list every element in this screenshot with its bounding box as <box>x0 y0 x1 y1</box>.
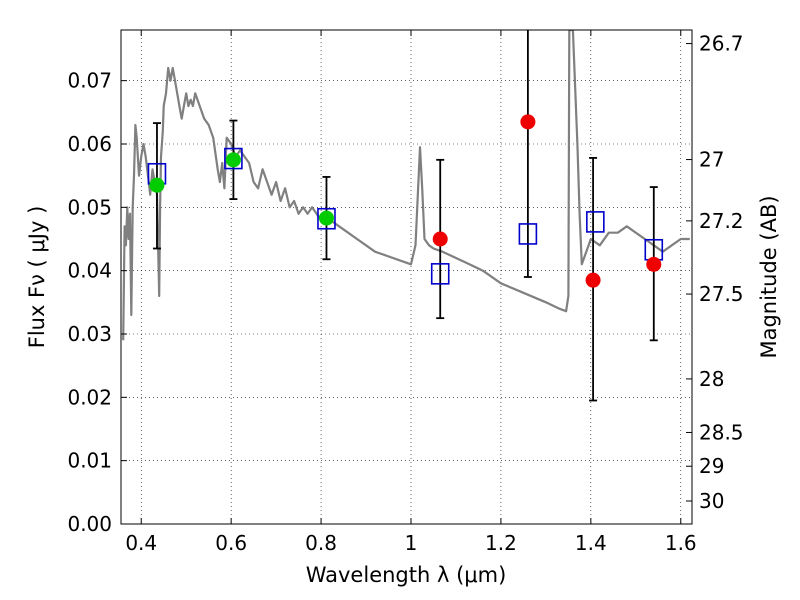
x-tick-label: 1.2 <box>485 531 517 555</box>
y-tick-label: 0.04 <box>67 259 112 283</box>
y2-tick-label: 28.5 <box>699 420 744 444</box>
x-tick-label: 0.4 <box>125 531 157 555</box>
model-flux-square <box>317 207 336 230</box>
plot-frame <box>120 29 693 525</box>
y2-tick-label: 27.2 <box>699 209 744 233</box>
model-flux-square <box>224 147 243 170</box>
y-tick-label: 0.01 <box>67 449 112 473</box>
y-tick-label: 0.05 <box>67 195 112 219</box>
y-axis-label: Flux Fν ( μJy ) <box>25 206 49 349</box>
green-observed-point <box>318 210 334 226</box>
axis-ticks: 0.4 0.6 0.8 1 1.2 1.4 1.6 0.00 0.01 0.02 0.03 0.04 0… <box>67 30 744 555</box>
y-tick-label: 0.02 <box>67 385 112 409</box>
y2-tick-label: 28 <box>699 367 724 391</box>
x-tick-label: 1.6 <box>665 531 697 555</box>
y-tick-label: 0.03 <box>67 322 112 346</box>
red-observed-point <box>432 231 448 247</box>
x-tick-label: 0.6 <box>215 531 247 555</box>
x-tick-label: 1.4 <box>575 531 607 555</box>
y2-tick-label: 29 <box>699 454 724 478</box>
model-flux-square <box>586 211 605 233</box>
model-flux-square <box>518 223 538 245</box>
sed-model-line <box>122 30 690 341</box>
model-flux-square <box>430 263 450 285</box>
x-tick-label: 0.8 <box>305 531 337 555</box>
y2-tick-label: 26.7 <box>699 32 744 56</box>
y2-tick-label: 27 <box>699 148 724 172</box>
grid-lines <box>121 30 692 524</box>
y-tick-label: 0.00 <box>67 512 112 536</box>
y2-tick-label: 27.5 <box>699 282 744 306</box>
y2-tick-label: 30 <box>699 489 724 513</box>
green-observed-point <box>149 177 165 193</box>
y-tick-label: 0.06 <box>67 132 112 156</box>
red-observed-point <box>646 256 662 272</box>
red-observed-point <box>520 114 536 130</box>
plot-area <box>122 30 690 402</box>
y2-axis-label: Magnitude (AB) <box>757 195 781 358</box>
green-observed-point <box>225 152 241 168</box>
x-axis-label: Wavelength λ (μm) <box>306 563 507 587</box>
x-tick-label: 1 <box>405 531 418 555</box>
y-tick-label: 0.07 <box>67 69 112 93</box>
red-observed-point <box>585 272 601 288</box>
